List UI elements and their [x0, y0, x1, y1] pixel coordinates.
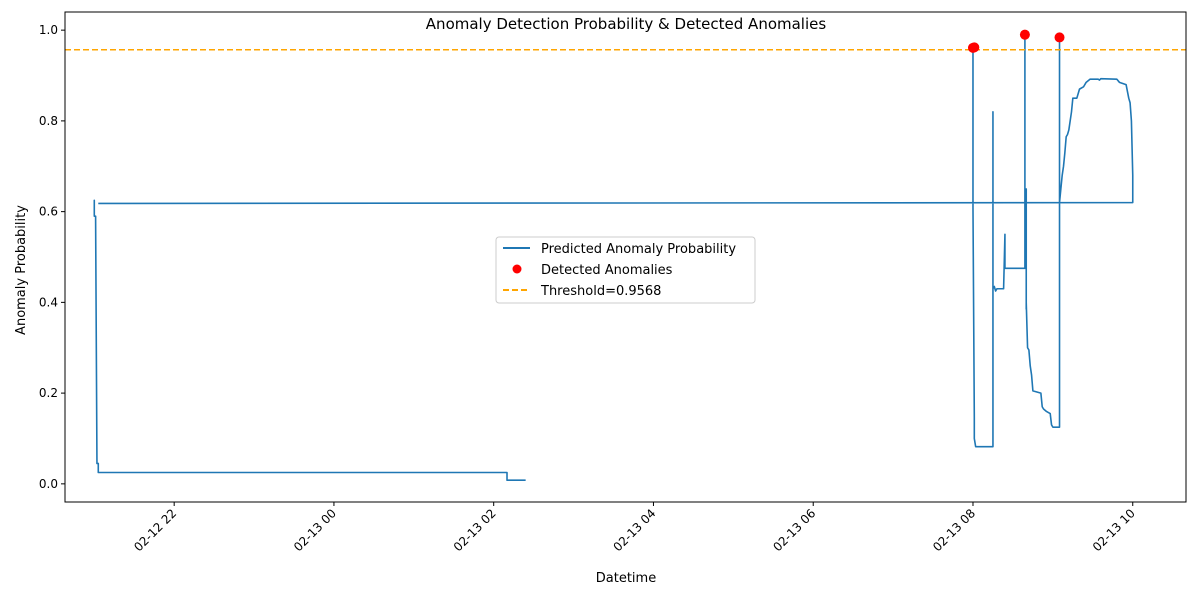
- y-tick-label: 0.8: [39, 114, 58, 128]
- y-axis-label: Anomaly Probability: [14, 205, 29, 335]
- chart-title: Anomaly Detection Probability & Detected…: [426, 15, 827, 33]
- y-tick-label: 0.2: [39, 386, 58, 400]
- probability-line-segment-1: [98, 33, 1134, 448]
- legend-label-probability: Predicted Anomaly Probability: [541, 242, 736, 257]
- legend-box: [495, 236, 756, 304]
- legend-label-threshold: Threshold=0.9568: [540, 284, 661, 299]
- y-axis: 0.0 0.2 0.4 0.6 0.8 1.0: [39, 23, 65, 491]
- legend-dot-swatch: [512, 264, 522, 274]
- y-tick-label: 0.0: [39, 477, 58, 491]
- legend-label-anomalies: Detected Anomalies: [541, 263, 673, 278]
- plot-area: [65, 29, 1186, 482]
- probability-line-segment-0: [93, 199, 526, 482]
- axes-frame: [64, 11, 1187, 503]
- y-tick-label: 1.0: [39, 23, 58, 37]
- y-tick-label: 0.4: [39, 295, 58, 309]
- y-tick-label: 0.6: [39, 205, 58, 219]
- legend: Predicted Anomaly Probability Detected A…: [495, 236, 756, 304]
- x-axis-label: Datetime: [596, 571, 656, 586]
- anomaly-point: [1054, 32, 1065, 43]
- anomaly-point: [969, 42, 980, 53]
- anomaly-point: [1019, 29, 1030, 40]
